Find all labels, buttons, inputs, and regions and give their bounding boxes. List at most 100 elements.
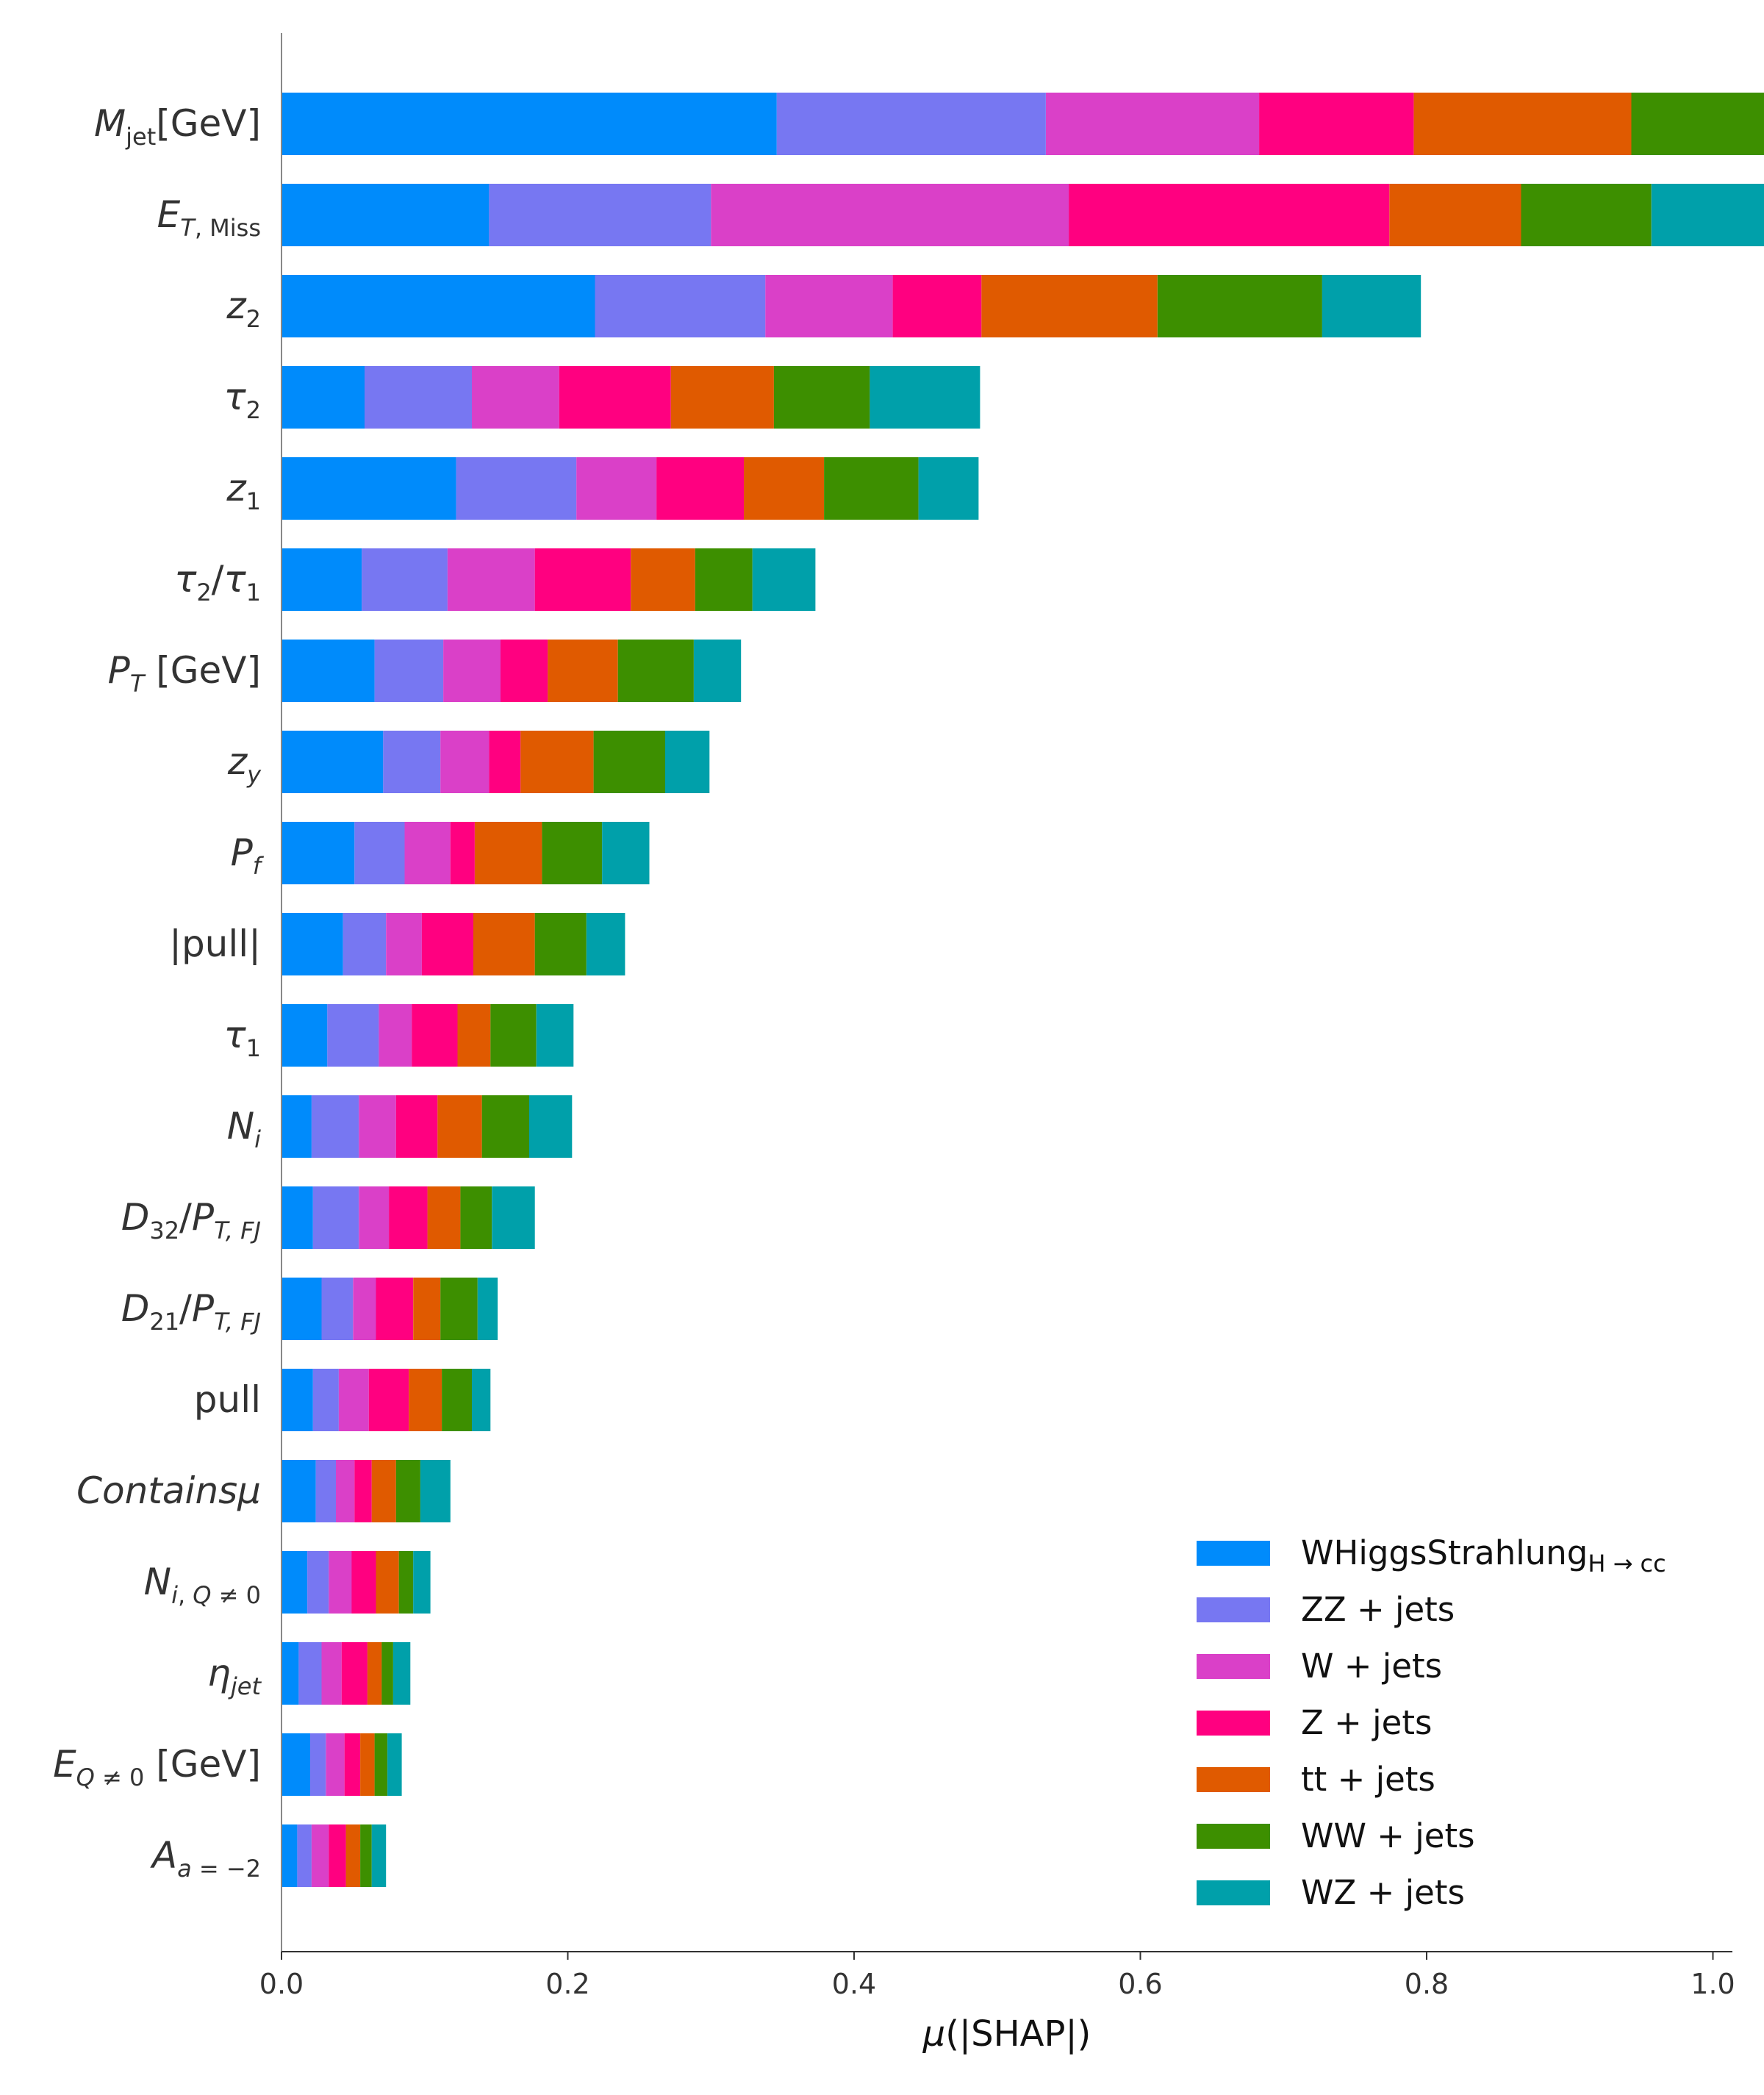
bar-segment-10-1 bbox=[327, 1004, 379, 1067]
ylabel-pull: pull bbox=[194, 1378, 261, 1421]
bar-segment-3-4 bbox=[670, 366, 774, 429]
bar-segment-16-0 bbox=[282, 1551, 308, 1614]
legend-swatch-w bbox=[1197, 1654, 1270, 1679]
bar-segment-7-5 bbox=[593, 731, 665, 793]
bar-segment-13-4 bbox=[413, 1278, 441, 1340]
bar-segment-12-3 bbox=[389, 1186, 428, 1249]
bar-segment-6-2 bbox=[443, 640, 501, 702]
bar-segment-17-2 bbox=[321, 1642, 342, 1705]
bar-segment-12-1 bbox=[312, 1186, 359, 1249]
bar-segment-10-5 bbox=[490, 1004, 537, 1067]
bar-segment-5-4 bbox=[631, 548, 695, 611]
bar-segment-9-3 bbox=[421, 913, 473, 975]
legend-swatch-tt bbox=[1197, 1767, 1270, 1792]
x-tick-label-5: 1.0 bbox=[1690, 1968, 1735, 2000]
bar-segment-18-3 bbox=[344, 1733, 361, 1796]
bar-segment-19-2 bbox=[311, 1824, 329, 1887]
bar-segment-9-6 bbox=[586, 913, 625, 975]
bar-segment-17-4 bbox=[367, 1642, 382, 1705]
legend-label-zz: ZZ + jets bbox=[1301, 1590, 1455, 1629]
bar-segment-11-5 bbox=[481, 1095, 529, 1158]
ylabel-pf: Pf bbox=[231, 831, 265, 880]
bar-segment-2-0 bbox=[282, 275, 595, 337]
bar-segment-19-6 bbox=[371, 1824, 387, 1887]
bar-segment-3-2 bbox=[472, 366, 559, 429]
bar-segment-18-0 bbox=[282, 1733, 310, 1796]
bar-segment-15-1 bbox=[315, 1460, 336, 1522]
bar-segment-18-1 bbox=[309, 1733, 326, 1796]
ylabel-z2: z2 bbox=[226, 284, 261, 333]
ylabel-d32: D32/PT, FJ bbox=[121, 1196, 261, 1245]
bar-segment-16-5 bbox=[398, 1551, 414, 1614]
bar-segment-19-3 bbox=[329, 1824, 346, 1887]
bar-segment-16-1 bbox=[307, 1551, 329, 1614]
ylabel-aa: Aa = −2 bbox=[150, 1834, 261, 1883]
legend: WHiggsStrahlungH → cc ZZ + jets W + jets… bbox=[1197, 1533, 1666, 1912]
bar-segment-19-0 bbox=[282, 1824, 298, 1887]
bar-segment-1-0 bbox=[282, 184, 490, 246]
bar-segment-4-5 bbox=[824, 457, 919, 520]
bar-segment-14-3 bbox=[368, 1369, 409, 1431]
bar-segment-1-2 bbox=[711, 184, 1069, 246]
bar-segment-13-1 bbox=[321, 1278, 354, 1340]
bar-segment-12-2 bbox=[359, 1186, 390, 1249]
bar-segment-17-5 bbox=[381, 1642, 393, 1705]
bar-segment-6-6 bbox=[693, 640, 742, 702]
bar-segment-3-1 bbox=[365, 366, 473, 429]
bar-segment-1-5 bbox=[1521, 184, 1652, 246]
bar-segment-10-2 bbox=[379, 1004, 412, 1067]
bar-segment-2-1 bbox=[595, 275, 766, 337]
bar-segment-8-6 bbox=[602, 822, 650, 884]
bar-segment-18-4 bbox=[360, 1733, 375, 1796]
bar-segment-2-3 bbox=[892, 275, 982, 337]
bar-segment-5-1 bbox=[362, 548, 448, 611]
bar-segment-13-2 bbox=[353, 1278, 376, 1340]
bar-segment-6-3 bbox=[501, 640, 548, 702]
bar-segment-10-3 bbox=[412, 1004, 458, 1067]
ylabel-pt: PT [GeV] bbox=[108, 649, 261, 698]
bar-segment-4-0 bbox=[282, 457, 456, 520]
bar-segment-2-2 bbox=[765, 275, 893, 337]
bar-segment-19-1 bbox=[297, 1824, 312, 1887]
bar-segment-15-0 bbox=[282, 1460, 316, 1522]
legend-swatch-ww bbox=[1197, 1824, 1270, 1849]
bar-segment-0-2 bbox=[1046, 93, 1260, 155]
bar-segment-7-4 bbox=[520, 731, 594, 793]
bar-segment-14-4 bbox=[409, 1369, 442, 1431]
bar-segment-4-3 bbox=[656, 457, 744, 520]
bar-segment-4-4 bbox=[744, 457, 825, 520]
bar-segment-10-6 bbox=[536, 1004, 574, 1067]
bar-segment-18-5 bbox=[374, 1733, 388, 1796]
bars-group bbox=[282, 93, 1764, 1887]
legend-label-ww: WW + jets bbox=[1301, 1816, 1475, 1855]
bar-segment-5-0 bbox=[282, 548, 362, 611]
bar-segment-15-3 bbox=[354, 1460, 372, 1522]
bar-segment-3-6 bbox=[870, 366, 980, 429]
x-tick-label-0: 0.0 bbox=[259, 1968, 304, 2000]
legend-label-wz: WZ + jets bbox=[1301, 1873, 1465, 1912]
bar-segment-8-0 bbox=[282, 822, 355, 884]
ylabel-z1: z1 bbox=[226, 467, 261, 515]
x-tick-label-4: 0.8 bbox=[1405, 1968, 1449, 2000]
bar-segment-11-2 bbox=[359, 1095, 396, 1158]
bar-segment-10-4 bbox=[457, 1004, 491, 1067]
bar-segment-2-4 bbox=[981, 275, 1158, 337]
bar-segment-11-0 bbox=[282, 1095, 312, 1158]
bar-segment-15-4 bbox=[371, 1460, 396, 1522]
ylabel-etmiss: ET, Miss bbox=[157, 193, 261, 242]
bar-segment-18-2 bbox=[326, 1733, 345, 1796]
bar-segment-13-0 bbox=[282, 1278, 322, 1340]
bar-segment-3-3 bbox=[559, 366, 671, 429]
bar-segment-19-5 bbox=[360, 1824, 372, 1887]
bar-segment-17-6 bbox=[392, 1642, 411, 1705]
bar-segment-11-4 bbox=[437, 1095, 482, 1158]
x-ticks: 0.00.20.40.60.81.01.2 bbox=[259, 1952, 1735, 2000]
bar-segment-9-5 bbox=[534, 913, 587, 975]
bar-segment-8-3 bbox=[450, 822, 475, 884]
bar-segment-0-3 bbox=[1259, 93, 1414, 155]
legend-swatch-z bbox=[1197, 1711, 1270, 1736]
bar-segment-7-1 bbox=[383, 731, 441, 793]
bar-segment-2-5 bbox=[1157, 275, 1322, 337]
bar-segment-17-1 bbox=[298, 1642, 322, 1705]
ylabel-zy: zy bbox=[227, 740, 262, 789]
